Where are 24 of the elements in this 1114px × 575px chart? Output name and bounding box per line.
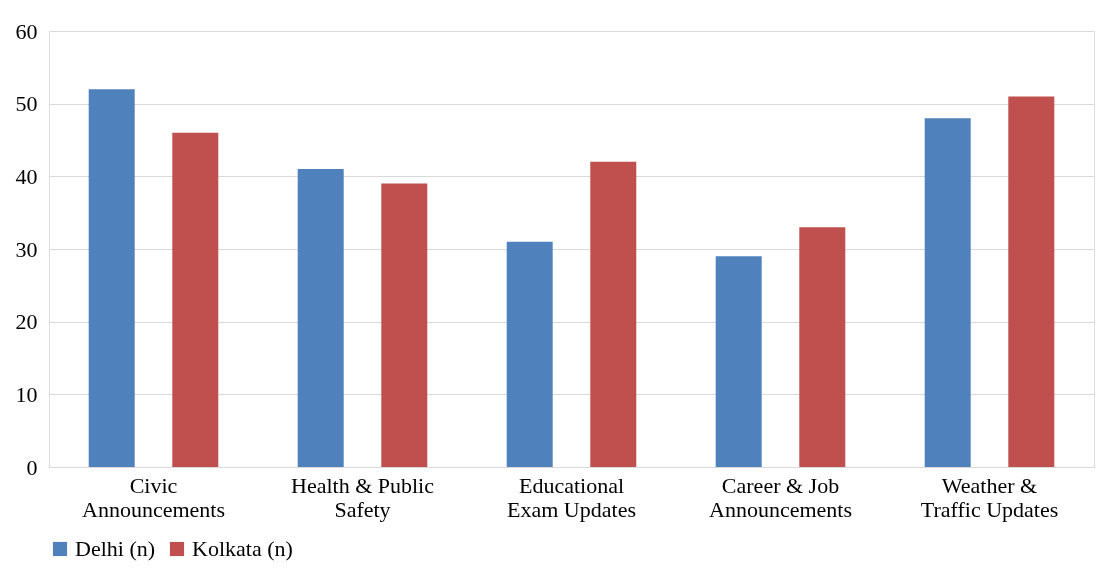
legend-label: Kolkata (n) xyxy=(192,536,293,561)
legend-label: Delhi (n) xyxy=(75,536,156,561)
y-tick-label: 0 xyxy=(26,454,38,480)
x-tick-label: Health & Public Safety xyxy=(291,472,435,522)
y-tick-label: 10 xyxy=(15,381,38,407)
bar xyxy=(1008,96,1055,467)
x-tick-label: Civic Announcements xyxy=(82,472,225,522)
bar xyxy=(172,132,219,467)
bar xyxy=(799,227,846,467)
y-tick-label: 30 xyxy=(15,236,38,262)
y-tick-label: 40 xyxy=(15,163,38,189)
bar xyxy=(506,241,553,467)
bar xyxy=(88,89,135,467)
x-tick-label: Educational Exam Updates xyxy=(507,472,636,522)
y-tick-label: 20 xyxy=(15,309,38,335)
x-tick-label: Weather & Traffic Updates xyxy=(920,472,1059,522)
x-tick-label: Career & Job Announcements xyxy=(709,472,852,522)
y-tick-label: 60 xyxy=(15,18,38,44)
bar xyxy=(924,118,971,467)
bar xyxy=(297,169,344,467)
bar xyxy=(715,256,762,467)
y-tick-label: 50 xyxy=(15,91,38,117)
bar xyxy=(381,183,428,467)
bar xyxy=(590,161,637,467)
